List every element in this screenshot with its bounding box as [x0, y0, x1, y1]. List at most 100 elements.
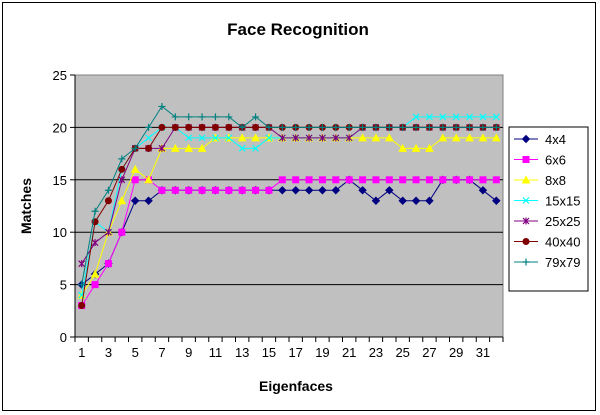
data-point-4x4	[385, 186, 394, 195]
data-point-6x6	[399, 176, 407, 184]
data-point-6x6	[425, 176, 433, 184]
data-point-8x8	[491, 133, 501, 142]
y-tick-label: 0	[60, 330, 67, 345]
data-point-4x4	[291, 186, 300, 195]
data-point-4x4	[398, 196, 407, 205]
data-point-25x25	[78, 260, 86, 268]
data-point-79x79	[185, 113, 193, 121]
data-point-15x15	[185, 134, 193, 142]
data-point-6x6	[359, 176, 367, 184]
data-point-6x6	[492, 176, 500, 184]
data-point-8x8	[170, 143, 180, 152]
legend-label-8x8: 8x8	[545, 173, 566, 188]
x-tick-label: 25	[395, 345, 409, 360]
data-point-15x15	[439, 113, 447, 121]
series-79x79	[78, 102, 500, 289]
data-point-8x8	[411, 143, 421, 152]
data-point-79x79	[252, 113, 260, 121]
data-point-6x6	[118, 228, 126, 236]
data-point-25x25	[158, 144, 166, 152]
data-point-6x6	[345, 176, 353, 184]
data-point-79x79	[425, 123, 433, 131]
data-point-15x15	[198, 134, 206, 142]
data-point-25x25	[345, 134, 353, 142]
data-point-8x8	[130, 164, 140, 173]
x-tick-label: 7	[158, 345, 165, 360]
data-point-15x15	[238, 144, 246, 152]
data-point-15x15	[265, 134, 273, 142]
data-point-6x6	[211, 186, 219, 194]
legend-label-79x79: 79x79	[545, 255, 580, 270]
data-point-4x4	[304, 186, 314, 195]
data-point-79x79	[385, 123, 393, 131]
x-tick-label: 11	[209, 345, 223, 360]
data-point-79x79	[492, 123, 500, 131]
x-tick-label: 17	[288, 345, 302, 360]
data-point-79x79	[318, 123, 326, 131]
data-point-15x15	[225, 134, 233, 142]
x-tick-label: 13	[235, 345, 249, 360]
x-tick-label: 5	[132, 345, 139, 360]
legend-item-25x25: 25x25	[514, 214, 580, 229]
data-point-15x15	[145, 134, 152, 142]
legend-label-4x4: 4x4	[545, 132, 566, 147]
data-point-25x25	[292, 134, 300, 142]
x-axis-title: Eigenfaces	[259, 378, 333, 394]
data-point-15x15	[479, 113, 487, 121]
data-point-15x15	[452, 113, 460, 121]
data-point-4x4	[130, 196, 140, 205]
data-point-6x6	[185, 186, 193, 194]
data-point-8x8	[384, 133, 394, 142]
legend-label-15x15: 15x15	[545, 194, 580, 209]
chart-title: Face Recognition	[227, 20, 369, 39]
data-point-6x6	[238, 186, 246, 194]
data-point-79x79	[171, 113, 179, 121]
data-point-25x25	[105, 228, 112, 236]
legend-item-15x15: 15x15	[514, 194, 580, 209]
data-point-25x25	[319, 134, 326, 142]
data-point-25x25	[305, 134, 313, 142]
x-tick-label: 23	[369, 345, 383, 360]
data-point-8x8	[371, 133, 381, 142]
x-tick-label: 3	[105, 345, 112, 360]
series-group	[77, 102, 501, 310]
x-tick-label: 29	[449, 345, 463, 360]
data-point-4x4	[411, 196, 421, 205]
y-tick-label: 15	[53, 173, 67, 188]
data-point-79x79	[332, 123, 340, 131]
data-point-6x6	[158, 186, 166, 194]
data-point-79x79	[452, 123, 460, 131]
data-point-6x6	[91, 281, 99, 289]
x-tick-labels: 1 3 5 7 9 11 13 15 17 19 21 23 25 27 29 31	[74, 337, 504, 360]
data-point-6x6	[385, 176, 393, 184]
legend-label-6x6: 6x6	[545, 153, 566, 168]
legend: 4x4 6x6 8x8 15x15 25x25 40x40 79x79	[508, 126, 589, 292]
data-point-79x79	[104, 186, 112, 194]
legend-item-40x40: 40x40	[514, 235, 580, 250]
data-point-4x4	[492, 196, 501, 205]
data-point-6x6	[479, 176, 487, 184]
y-axis-title: Matches	[18, 178, 34, 234]
data-point-8x8	[184, 143, 194, 152]
data-point-25x25	[278, 134, 286, 142]
data-point-79x79	[466, 123, 474, 131]
x-tick-label: 1	[78, 345, 85, 360]
data-point-40x40	[211, 123, 219, 131]
data-point-79x79	[158, 102, 166, 110]
data-point-79x79	[479, 123, 487, 131]
data-point-4x4	[144, 196, 153, 205]
data-point-4x4	[278, 186, 287, 195]
data-point-6x6	[131, 176, 139, 184]
legend-box	[508, 126, 589, 292]
data-point-79x79	[439, 123, 447, 131]
data-point-79x79	[265, 123, 273, 131]
data-point-6x6	[104, 260, 112, 268]
data-point-40x40	[158, 123, 166, 131]
plot-area	[74, 74, 504, 338]
legend-marker-40x40	[522, 238, 530, 245]
legend-marker-8x8	[521, 175, 531, 184]
data-point-79x79	[278, 123, 286, 131]
data-point-8x8	[478, 133, 488, 142]
data-point-79x79	[345, 123, 353, 131]
